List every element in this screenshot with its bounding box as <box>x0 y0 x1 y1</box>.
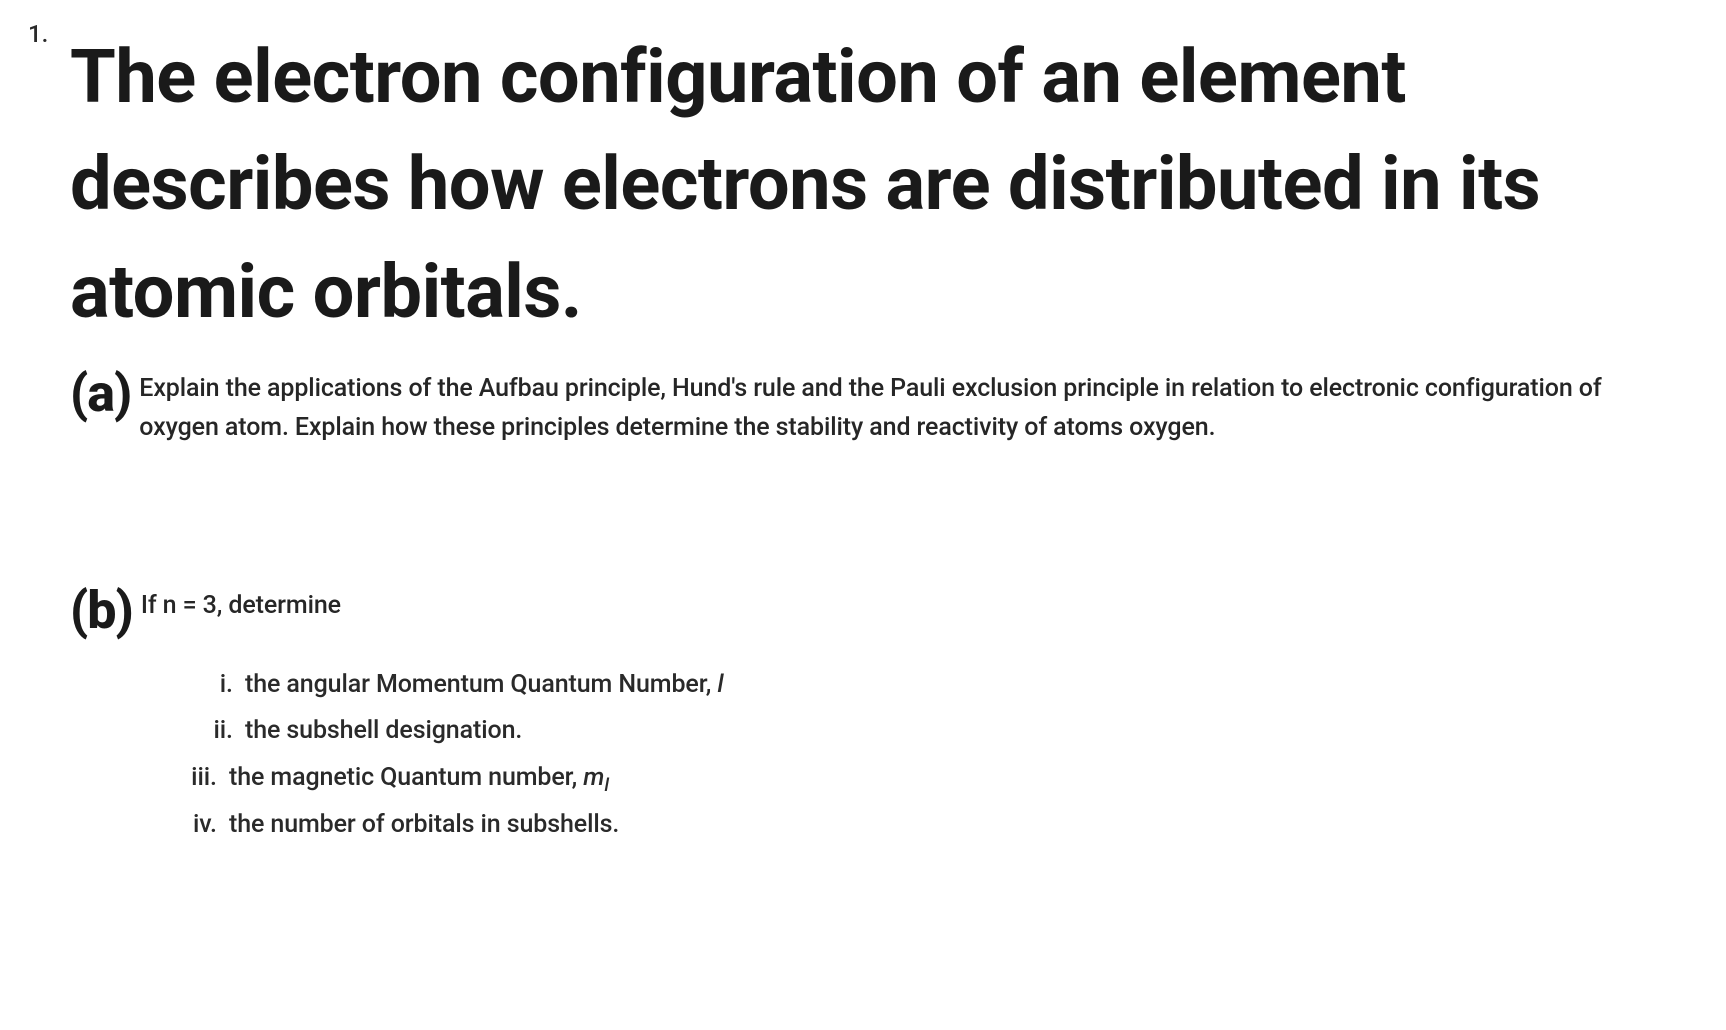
question-title: The electron configuration of an element… <box>70 24 1686 346</box>
list-item: i. the angular Momentum Quantum Number, … <box>201 662 1686 708</box>
roman-numeral: ii. <box>201 708 233 754</box>
roman-numeral: iv. <box>185 802 217 848</box>
subpart-b: (b) If n = 3, determine i. the angular M… <box>70 587 1686 848</box>
item-text: the subshell designation. <box>245 716 522 745</box>
list-item: iv. the number of orbitals in subshells. <box>185 802 1686 848</box>
page: 1. The electron configuration of an elem… <box>0 0 1726 1030</box>
subpart-a-body: Explain the applications of the Aufbau p… <box>139 370 1686 448</box>
item-text: the number of orbitals in subshells. <box>229 810 619 839</box>
subpart-a-label: (a) <box>70 368 131 420</box>
roman-numeral: i. <box>201 662 233 708</box>
item-text: the angular Momentum Quantum Number, <box>245 670 717 699</box>
list-item: ii. the subshell designation. <box>201 708 1686 754</box>
symbol-l: l <box>717 670 723 699</box>
item-text: the magnetic Quantum number, <box>229 763 583 792</box>
roman-numeral: iii. <box>185 755 217 801</box>
subpart-b-body: If n = 3, determine i. the angular Momen… <box>141 587 1686 848</box>
subpart-b-list: i. the angular Momentum Quantum Number, … <box>201 662 1686 848</box>
subparts-container: (a) Explain the applications of the Aufb… <box>70 370 1686 849</box>
subpart-a: (a) Explain the applications of the Aufb… <box>70 370 1686 448</box>
symbol-m: m <box>583 763 604 792</box>
subpart-a-text: Explain the applications of the Aufbau p… <box>139 370 1686 448</box>
list-item: iii. the magnetic Quantum number, ml <box>185 755 1686 803</box>
subpart-b-label: (b) <box>70 585 133 637</box>
question-number: 1. <box>28 20 48 48</box>
subpart-b-intro: If n = 3, determine <box>141 587 1686 626</box>
symbol-sub-l: l <box>604 774 609 796</box>
